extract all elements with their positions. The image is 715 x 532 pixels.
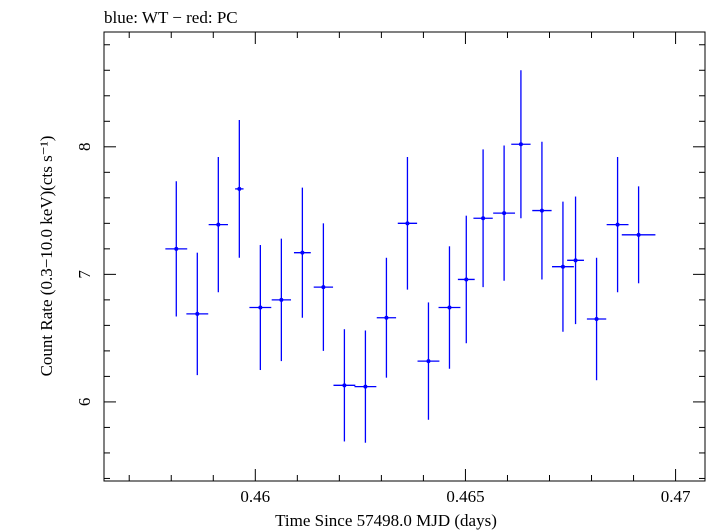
data-marker (279, 297, 284, 302)
data-point (313, 223, 334, 351)
x-axis-tick-labels: 0.46 0.465 0.47 (240, 487, 691, 506)
chart-title: blue: WT − red: PC (104, 8, 238, 27)
x-tick-label: 0.465 (446, 487, 484, 506)
y-tick-label: 8 (75, 143, 94, 152)
data-point (397, 157, 418, 290)
data-marker (518, 142, 523, 147)
x-tick-label: 0.47 (661, 487, 691, 506)
data-point (235, 120, 244, 258)
data-point (473, 149, 493, 288)
data-marker (481, 216, 486, 221)
data-point (621, 186, 656, 284)
data-marker (237, 186, 242, 191)
y-tick-label: 7 (75, 270, 94, 279)
data-marker (426, 359, 431, 364)
y-axis-label: Count Rate (0.3−10.0 keV)(cts s⁻¹) (37, 136, 56, 377)
data-point (457, 215, 475, 344)
data-point (567, 196, 584, 325)
data-point (293, 187, 311, 318)
data-marker (174, 246, 179, 251)
data-marker (502, 211, 507, 216)
data-marker (216, 222, 221, 227)
data-point (249, 245, 272, 371)
data-marker (573, 258, 578, 263)
plot-frame (103, 31, 706, 482)
data-point (552, 201, 574, 332)
x-axis-ticks (128, 32, 677, 481)
data-point (493, 145, 516, 281)
y-axis-ticks (104, 44, 705, 479)
y-axis-tick-labels: 6 7 8 (75, 143, 94, 407)
data-point (333, 329, 356, 442)
data-marker (300, 250, 305, 255)
data-marker (321, 285, 326, 290)
data-series-wt (165, 70, 656, 443)
data-marker (560, 264, 565, 269)
data-point (511, 70, 531, 219)
data-marker (464, 277, 469, 282)
data-point (376, 257, 397, 378)
data-point (606, 157, 629, 293)
x-axis-label: Time Since 57498.0 MJD (days) (275, 511, 497, 530)
data-marker (195, 311, 200, 316)
data-marker (258, 305, 263, 310)
data-marker (384, 315, 389, 320)
data-marker (363, 384, 368, 389)
data-point (208, 157, 228, 293)
data-marker (539, 208, 544, 213)
data-marker (615, 222, 620, 227)
data-point (586, 257, 607, 381)
data-marker (594, 317, 599, 322)
data-marker (342, 383, 347, 388)
data-marker (636, 232, 641, 237)
data-point (532, 141, 552, 280)
data-marker (405, 221, 410, 226)
data-point (417, 302, 440, 420)
data-marker (447, 305, 452, 310)
x-tick-label: 0.46 (240, 487, 270, 506)
data-point (354, 330, 377, 443)
data-point (165, 181, 188, 317)
data-point (438, 246, 461, 369)
y-tick-label: 6 (75, 398, 94, 407)
data-point (271, 238, 292, 362)
data-point (186, 252, 209, 376)
